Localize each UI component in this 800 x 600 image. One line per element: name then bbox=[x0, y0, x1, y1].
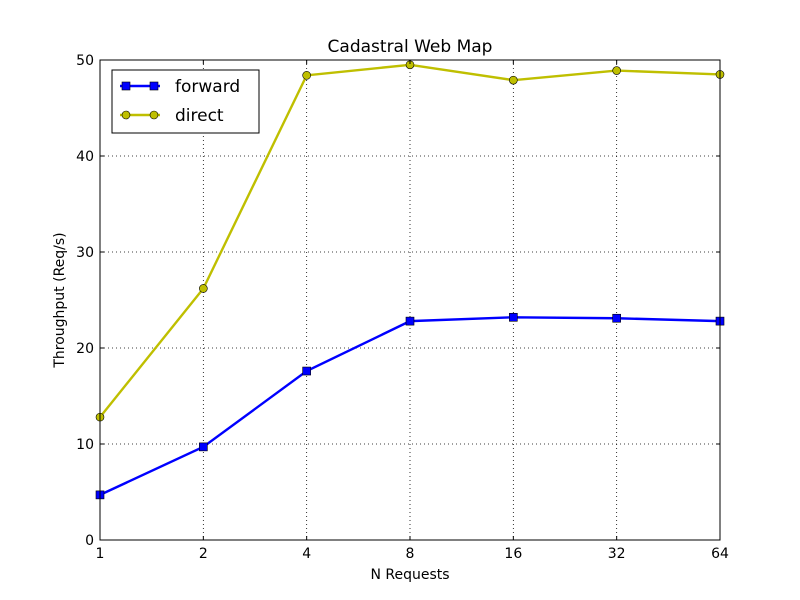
x-tick-label: 8 bbox=[406, 546, 415, 562]
x-axis-label: N Requests bbox=[370, 567, 449, 583]
legend-marker bbox=[121, 110, 131, 120]
y-axis-label: Throughput (Req/s) bbox=[52, 232, 68, 368]
y-tick-label: 50 bbox=[76, 53, 94, 69]
legend-label: forward bbox=[175, 77, 240, 97]
x-tick-label: 4 bbox=[302, 546, 311, 562]
data-point-forward bbox=[302, 366, 311, 376]
x-tick-label: 16 bbox=[504, 546, 522, 562]
legend-marker bbox=[149, 110, 159, 120]
legend-entry-direct: direct bbox=[120, 106, 224, 126]
data-point-forward bbox=[405, 316, 415, 326]
tick-labels: 1 2 4 8 16 32 64 0 10 20 30 40 50 bbox=[76, 53, 729, 562]
data-point-forward bbox=[199, 442, 208, 452]
y-tick-label: 40 bbox=[76, 149, 94, 165]
legend-marker bbox=[149, 81, 159, 91]
data-point-forward bbox=[509, 312, 518, 322]
data-point-direct bbox=[509, 75, 518, 85]
grid-lines bbox=[100, 60, 720, 540]
tick-marks bbox=[99, 59, 721, 541]
y-tick-label: 10 bbox=[76, 437, 94, 453]
data-point-direct bbox=[612, 66, 621, 75]
legend-box bbox=[111, 69, 260, 134]
y-tick-label: 0 bbox=[85, 533, 94, 549]
data-point-direct bbox=[199, 284, 208, 293]
x-tick-label: 32 bbox=[608, 546, 626, 562]
legend: forward direct bbox=[111, 69, 260, 134]
x-tick-label: 64 bbox=[711, 546, 729, 562]
legend-label: direct bbox=[175, 106, 224, 126]
x-tick-label: 2 bbox=[199, 546, 208, 562]
legend-marker bbox=[121, 81, 131, 91]
data-point-direct bbox=[302, 71, 311, 80]
x-tick-label: 1 bbox=[96, 546, 105, 562]
y-tick-label: 20 bbox=[76, 341, 94, 357]
y-tick-label: 30 bbox=[76, 245, 94, 261]
data-point-forward bbox=[612, 313, 621, 323]
chart-title: Cadastral Web Map bbox=[328, 37, 493, 57]
legend-entry-forward: forward bbox=[120, 77, 240, 97]
